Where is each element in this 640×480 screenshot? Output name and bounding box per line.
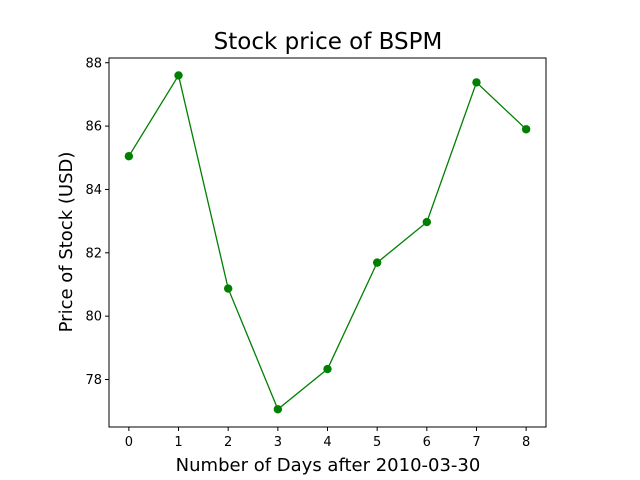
y-axis-label: Price of Stock (USD) [56,152,77,333]
y-tick-label: 80 [85,310,102,325]
x-tick-label: 3 [274,435,282,450]
x-tick-label: 0 [125,435,133,450]
x-tick-label: 2 [224,435,232,450]
x-tick-label: 6 [423,435,431,450]
chart-title: Stock price of BSPM [214,29,443,55]
data-point [273,405,283,414]
data-point [174,71,183,80]
series-group [124,71,531,414]
y-tick-label: 86 [85,120,102,135]
y-axis: 78 80 82 84 86 88 [85,56,109,388]
data-point [323,364,332,374]
x-tick-label: 7 [472,435,480,450]
x-tick-label: 5 [373,435,381,450]
series-line [128,73,527,411]
data-point [472,78,481,87]
x-tick-label: 1 [174,435,182,450]
data-point [223,284,233,293]
data-point [422,217,432,227]
data-point [124,151,134,161]
y-tick-label: 84 [85,183,102,198]
y-tick-label: 78 [85,373,102,388]
x-tick-label: 8 [522,435,530,450]
data-point [372,258,382,267]
y-tick-label: 88 [85,56,102,71]
x-axis-label: Number of Days after 2010-03-30 [176,455,481,476]
x-axis: 0 1 2 3 4 5 6 7 8 [125,427,530,450]
data-point [521,125,531,134]
x-tick-label: 4 [323,435,331,450]
y-tick-label: 82 [85,246,102,261]
